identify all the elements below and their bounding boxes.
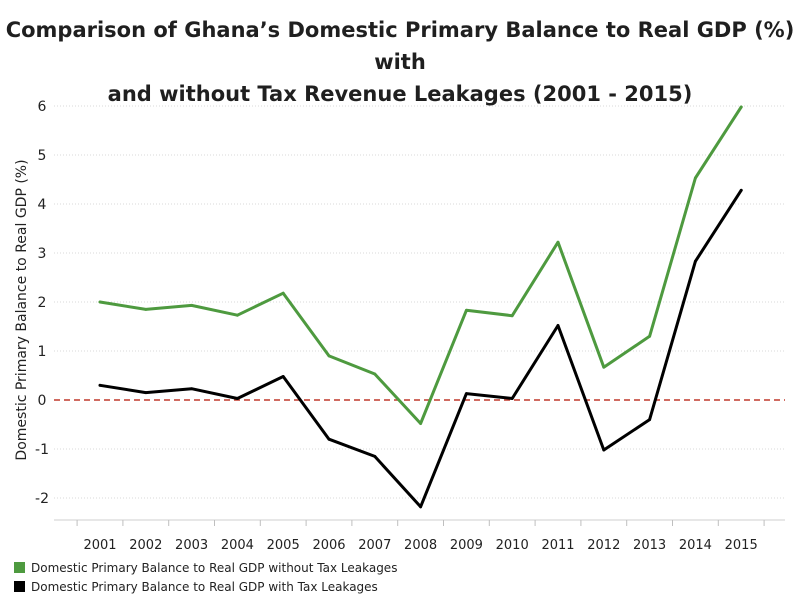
data-point [465, 308, 468, 312]
data-point [739, 188, 743, 192]
series-line-without-leakages [98, 105, 743, 425]
data-point [98, 383, 102, 387]
legend-label: Domestic Primary Balance to Real GDP wit… [31, 560, 398, 575]
data-point [281, 375, 285, 378]
data-point [190, 304, 194, 307]
y-tick-label: 5 [38, 148, 47, 164]
y-tick-label: 6 [38, 99, 47, 115]
x-tick-label: 2002 [129, 538, 162, 553]
legend-item-without-leakages: Domestic Primary Balance to Real GDP wit… [14, 558, 397, 577]
data-point [694, 176, 697, 180]
x-tick-label: 2012 [587, 538, 620, 553]
chart-title-line-2: and without Tax Revenue Leakages (2001 -… [107, 82, 693, 106]
x-tick-label: 2009 [450, 538, 483, 553]
y-axis-label: Domestic Primary Balance to Real GDP (%) [14, 159, 30, 460]
x-tick-label: 2003 [175, 538, 208, 553]
x-tick-label: 2007 [358, 538, 391, 553]
x-tick-label: 2013 [633, 538, 666, 553]
legend: Domestic Primary Balance to Real GDP wit… [14, 558, 397, 596]
x-tick-label: 2010 [496, 538, 529, 553]
x-tick-label: 2006 [312, 538, 345, 553]
chart-title-line-1: Comparison of Ghana’s Domestic Primary B… [5, 18, 795, 74]
legend-item-with-leakages: Domestic Primary Balance to Real GDP wit… [14, 577, 397, 596]
legend-label: Domestic Primary Balance to Real GDP wit… [31, 579, 378, 594]
x-tick-label: 2011 [541, 538, 574, 553]
data-point [602, 365, 606, 369]
data-point [327, 354, 331, 358]
data-point [373, 372, 377, 376]
x-tick-label: 2004 [221, 538, 254, 553]
y-tick-label: 0 [38, 393, 47, 409]
data-point [144, 307, 148, 311]
data-point [510, 314, 514, 318]
legend-swatch-black [14, 581, 25, 592]
chart-title: Comparison of Ghana’s Domestic Primary B… [0, 14, 800, 110]
data-point [281, 291, 285, 295]
data-point [190, 387, 194, 391]
y-tick-label: -1 [35, 442, 49, 458]
data-point [98, 300, 102, 304]
series-line-with-leakages [98, 188, 743, 509]
data-point [419, 422, 422, 425]
data-point [465, 392, 468, 396]
y-tick-label: 3 [38, 246, 47, 262]
x-tick-label: 2001 [83, 538, 116, 553]
data-point [236, 313, 239, 317]
y-tick-label: -2 [35, 491, 49, 507]
y-tick-label: 2 [38, 295, 47, 311]
data-point [236, 397, 239, 400]
x-tick-label: 2008 [404, 538, 437, 553]
data-point [327, 437, 331, 441]
y-tick-label: 1 [38, 344, 47, 360]
x-tick-label: 2015 [725, 538, 758, 553]
data-point [419, 505, 422, 509]
y-tick-label: 4 [38, 197, 47, 213]
data-point [648, 418, 651, 421]
legend-swatch-green [14, 562, 25, 573]
data-point [556, 240, 560, 244]
data-point [602, 448, 606, 452]
data-point [556, 324, 560, 327]
data-point [373, 454, 377, 458]
data-point [510, 397, 514, 400]
x-tick-label: 2014 [679, 538, 712, 553]
data-point [144, 391, 148, 395]
x-tick-label: 2005 [267, 538, 300, 553]
data-point [694, 259, 697, 263]
data-point [648, 334, 651, 338]
data-point [739, 105, 743, 109]
